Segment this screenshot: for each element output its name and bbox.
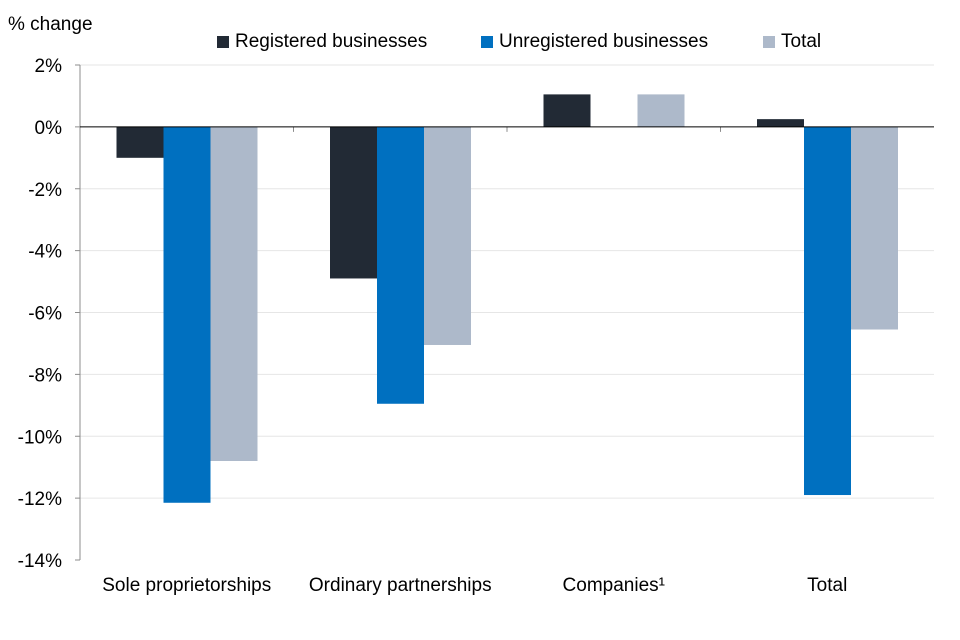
bar-total <box>424 126 471 345</box>
bar-registered <box>330 126 377 279</box>
y-tick-label: 2% <box>35 56 63 77</box>
y-tick-label: -4% <box>28 242 62 263</box>
x-tick-label: Companies¹ <box>563 575 665 596</box>
x-tick-label: Sole proprietorships <box>102 575 271 596</box>
legend-swatch-total <box>763 36 775 48</box>
bar-total <box>637 94 685 127</box>
y-tick-label: -12% <box>18 489 62 510</box>
bar-registered <box>543 94 591 127</box>
y-tick-label: -8% <box>28 365 62 386</box>
y-tick-label: -2% <box>28 180 62 201</box>
y-tick-label: -14% <box>18 551 62 572</box>
legend-item-registered: Registered businesses <box>217 31 427 53</box>
y-tick-label: -10% <box>18 427 62 448</box>
legend-label-unregistered: Unregistered businesses <box>499 31 709 52</box>
legend-swatch-registered <box>217 36 229 48</box>
bar-unregistered <box>804 126 851 496</box>
bar-total <box>210 126 258 461</box>
legend-swatch-unregistered <box>481 36 493 48</box>
legend-item-unregistered: Unregistered businesses <box>481 31 708 53</box>
y-tick-label: 0% <box>35 118 63 139</box>
bar-registered <box>116 126 164 158</box>
bar-registered <box>757 119 804 127</box>
legend: Registered businesses Unregistered busin… <box>0 31 960 55</box>
legend-item-total: Total <box>763 31 821 53</box>
y-tick-label: -6% <box>28 304 62 325</box>
legend-label-total: Total <box>781 31 822 52</box>
y-axis-label: % change <box>8 14 93 35</box>
bar-unregistered <box>377 126 424 404</box>
bar-unregistered <box>163 126 211 503</box>
x-tick-label: Total <box>807 575 847 596</box>
legend-label-registered: Registered businesses <box>235 31 428 52</box>
x-tick-label: Ordinary partnerships <box>309 575 492 596</box>
bar-total <box>851 126 898 330</box>
